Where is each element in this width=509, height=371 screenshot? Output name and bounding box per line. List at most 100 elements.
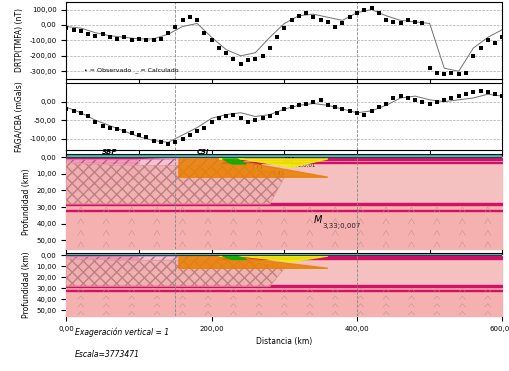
Point <box>403 95 411 101</box>
Polygon shape <box>66 256 179 279</box>
Point <box>366 108 375 114</box>
Point <box>432 99 440 105</box>
Point <box>432 70 440 76</box>
Point <box>461 91 469 97</box>
Point <box>497 35 505 40</box>
Point <box>265 114 273 119</box>
Point <box>454 71 462 77</box>
Point <box>156 36 164 42</box>
Point <box>417 20 426 26</box>
Point <box>338 20 346 26</box>
Y-axis label: FAGA/CBA (mGals): FAGA/CBA (mGals) <box>15 81 24 152</box>
Point <box>178 17 186 23</box>
Point <box>359 7 367 13</box>
Point <box>171 24 179 30</box>
Point <box>483 89 491 95</box>
Point <box>149 37 157 43</box>
Point <box>345 14 353 20</box>
Point <box>381 101 389 106</box>
Point <box>446 95 455 101</box>
Point <box>229 112 237 118</box>
Point <box>127 37 135 43</box>
Point <box>425 65 433 71</box>
Point <box>113 127 121 132</box>
Point <box>156 139 164 145</box>
Point <box>207 37 215 43</box>
Point <box>142 37 150 43</box>
Point <box>308 14 317 20</box>
Point <box>483 37 491 43</box>
Point <box>352 110 360 116</box>
Point <box>461 70 469 76</box>
Point <box>439 71 447 77</box>
Point <box>497 93 505 99</box>
Point <box>113 36 121 42</box>
Text: 2,85;0,005: 2,85;0,005 <box>94 181 124 186</box>
Point <box>77 28 85 34</box>
Point <box>396 93 404 99</box>
Point <box>251 117 259 123</box>
Point <box>338 106 346 112</box>
Point <box>490 40 498 46</box>
Point <box>236 115 244 121</box>
Polygon shape <box>138 256 226 270</box>
Point <box>272 35 280 40</box>
Point <box>120 128 128 134</box>
Point <box>316 97 324 103</box>
Point <box>294 13 302 19</box>
Point <box>98 123 106 129</box>
Text: Exageración vertical = 1: Exageración vertical = 1 <box>75 328 169 337</box>
Point <box>287 17 295 23</box>
Point <box>222 114 230 119</box>
Polygon shape <box>218 159 327 167</box>
Point <box>91 119 99 125</box>
Point <box>84 31 92 37</box>
Point <box>345 108 353 114</box>
Point <box>425 101 433 106</box>
Point <box>120 35 128 40</box>
Point <box>381 17 389 23</box>
Text: • = Observado  _ = Calculado: • = Observado _ = Calculado <box>84 68 179 73</box>
Polygon shape <box>66 163 284 204</box>
Point <box>439 97 447 103</box>
Point <box>77 110 85 116</box>
Point <box>214 115 222 121</box>
Text: 3,33;0,007: 3,33;0,007 <box>322 223 360 229</box>
Point <box>280 25 288 31</box>
Point <box>127 130 135 136</box>
Point <box>308 99 317 105</box>
Point <box>200 125 208 131</box>
Text: CO: CO <box>251 164 263 173</box>
Text: 2,55;0,01: 2,55;0,01 <box>290 163 316 168</box>
Point <box>243 58 251 63</box>
Text: Exageración vertical ~2: Exageración vertical ~2 <box>66 254 150 261</box>
Point <box>330 104 338 110</box>
Point <box>171 139 179 145</box>
Point <box>396 20 404 26</box>
Point <box>91 33 99 39</box>
Point <box>323 102 331 108</box>
Point <box>134 36 143 42</box>
Point <box>243 119 251 125</box>
Point <box>490 91 498 97</box>
Point <box>446 70 455 76</box>
Polygon shape <box>66 159 179 194</box>
Point <box>106 125 114 131</box>
Point <box>468 89 476 95</box>
Point <box>142 134 150 140</box>
Polygon shape <box>222 159 246 164</box>
Point <box>200 30 208 36</box>
Point <box>301 10 309 16</box>
Point <box>69 27 77 33</box>
Point <box>475 45 484 51</box>
Text: Escala=3773471: Escala=3773471 <box>75 349 140 358</box>
Point <box>164 141 172 147</box>
Point <box>265 45 273 51</box>
Point <box>222 50 230 56</box>
Polygon shape <box>179 256 327 268</box>
Point <box>178 136 186 142</box>
Point <box>374 104 382 110</box>
Point <box>366 5 375 11</box>
Text: SBP: SBP <box>102 149 118 155</box>
Point <box>106 35 114 40</box>
